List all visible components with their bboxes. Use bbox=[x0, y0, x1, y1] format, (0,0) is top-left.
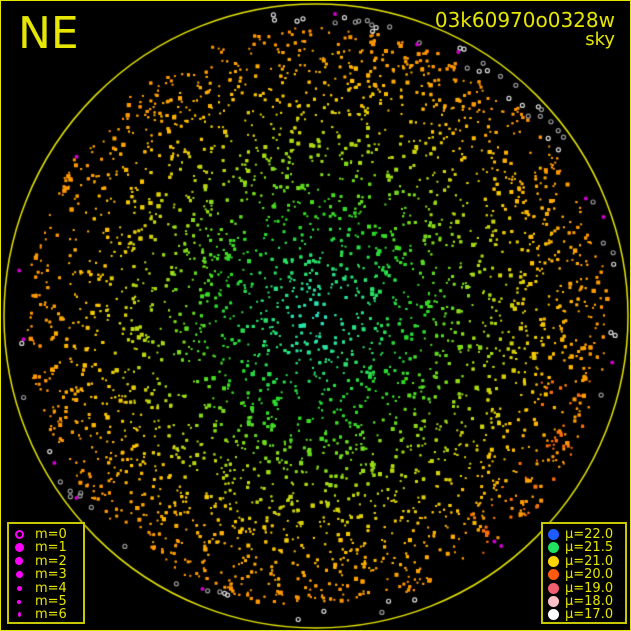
brightness-legend-item: μ=18.0 bbox=[543, 595, 613, 608]
brightness-legend-label: μ=17.0 bbox=[565, 607, 614, 623]
magnitude-marker-icon bbox=[9, 599, 29, 604]
brightness-legend-item: μ=22.0 bbox=[543, 528, 613, 541]
brightness-swatch-icon bbox=[543, 582, 563, 594]
sky-brightness-legend: μ=22.0 μ=21.5 μ=21.0 μ=20.0 μ=19.0 μ=18.0 μ=17… bbox=[541, 522, 627, 624]
brightness-legend-label: μ=22.0 bbox=[565, 527, 614, 542]
magnitude-legend-item: m=1 bbox=[9, 541, 67, 554]
magnitude-marker-icon bbox=[9, 612, 29, 618]
magnitude-legend-item: m=0 bbox=[9, 528, 67, 541]
image-id: 03k60970o0328w bbox=[434, 8, 615, 32]
magnitude-legend-item: m=3 bbox=[9, 568, 67, 581]
brightness-legend-label: μ=20.0 bbox=[565, 567, 614, 583]
brightness-legend-label: μ=21.5 bbox=[565, 540, 614, 556]
magnitude-legend-item: m=4 bbox=[9, 582, 67, 595]
brightness-legend-label: μ=18.0 bbox=[565, 594, 614, 609]
brightness-legend-item: μ=21.5 bbox=[543, 541, 613, 554]
brightness-swatch-icon bbox=[543, 542, 563, 554]
brightness-swatch-icon bbox=[543, 596, 563, 607]
magnitude-marker-icon bbox=[9, 585, 29, 591]
magnitude-legend-label: m=6 bbox=[35, 607, 67, 623]
magnitude-legend-item: m=6 bbox=[9, 608, 67, 621]
magnitude-legend-label: m=0 bbox=[35, 527, 67, 542]
brightness-legend-item: μ=21.0 bbox=[543, 555, 613, 568]
magnitude-legend-label: m=3 bbox=[35, 567, 67, 583]
magnitude-marker-icon bbox=[9, 530, 29, 539]
brightness-legend-item: μ=19.0 bbox=[543, 582, 613, 595]
brightness-swatch-icon bbox=[543, 609, 563, 621]
brightness-legend-label: μ=19.0 bbox=[565, 580, 614, 596]
magnitude-legend-item: m=2 bbox=[9, 555, 67, 568]
brightness-legend-item: μ=17.0 bbox=[543, 608, 613, 621]
magnitude-marker-icon bbox=[9, 571, 29, 579]
magnitude-legend: m=0 m=1 m=2 m=3 m=4 m=5 m=6 bbox=[7, 522, 85, 624]
brightness-legend-label: μ=21.0 bbox=[565, 553, 614, 569]
magnitude-marker-icon bbox=[9, 543, 29, 553]
magnitude-legend-label: m=4 bbox=[35, 580, 67, 596]
direction-label: NE bbox=[18, 8, 79, 59]
image-type: sky bbox=[585, 29, 615, 50]
brightness-swatch-icon bbox=[543, 555, 563, 567]
brightness-swatch-icon bbox=[543, 529, 563, 540]
magnitude-legend-label: m=2 bbox=[35, 553, 67, 569]
brightness-legend-item: μ=20.0 bbox=[543, 568, 613, 581]
magnitude-legend-label: m=1 bbox=[35, 540, 67, 556]
magnitude-legend-item: m=5 bbox=[9, 595, 67, 608]
magnitude-legend-label: m=5 bbox=[35, 594, 67, 609]
magnitude-marker-icon bbox=[9, 557, 29, 566]
brightness-swatch-icon bbox=[543, 569, 563, 581]
